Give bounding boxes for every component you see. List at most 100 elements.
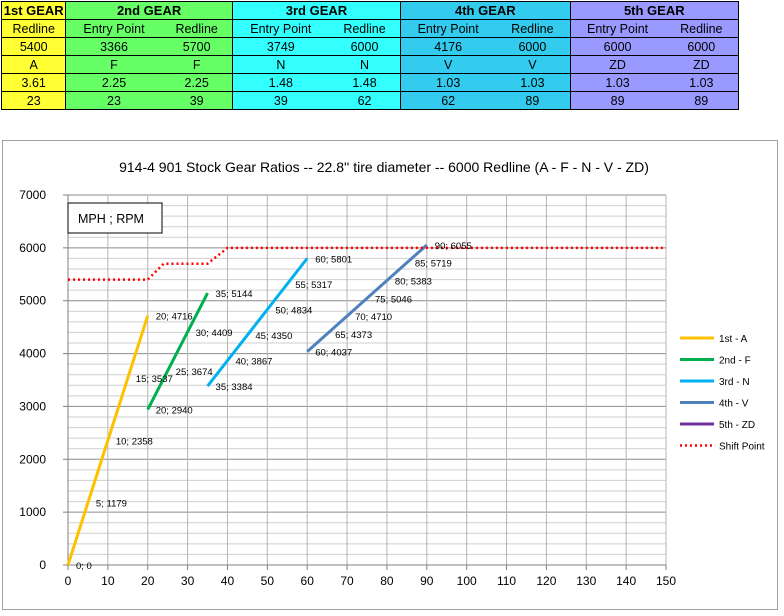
data-label: 20; 4716 bbox=[156, 312, 193, 323]
gear-cell: 4176 bbox=[400, 37, 496, 56]
data-label: 35; 5144 bbox=[216, 289, 253, 300]
gear-cell: 6000 bbox=[569, 37, 665, 56]
data-label: 80; 5383 bbox=[395, 276, 432, 287]
series-line bbox=[306, 243, 428, 353]
gear-cell: 3366 bbox=[65, 37, 162, 56]
data-label: 85; 5719 bbox=[415, 259, 452, 270]
data-label: 50; 4834 bbox=[275, 305, 312, 316]
gear-cell: Redline bbox=[664, 19, 739, 38]
x-tick-label: 100 bbox=[457, 574, 477, 588]
data-label: 60; 5801 bbox=[315, 254, 352, 265]
gear-cell: 89 bbox=[569, 91, 665, 110]
gear-cell: N bbox=[231, 55, 329, 74]
y-tick-label: 2000 bbox=[19, 452, 46, 466]
y-tick-label: 6000 bbox=[19, 241, 46, 255]
annotation-text: MPH ; RPM bbox=[78, 212, 144, 226]
gear-cell: Redline bbox=[161, 19, 233, 38]
gear-cell: Redline bbox=[328, 19, 402, 38]
chart-series bbox=[66, 243, 666, 566]
legend-label: 3rd - N bbox=[719, 377, 750, 388]
gear-cell: 3749 bbox=[231, 37, 329, 56]
gear-header: 1st GEAR bbox=[0, 1, 67, 20]
gear-cell: F bbox=[161, 55, 233, 74]
gear-cell: ZD bbox=[664, 55, 739, 74]
gear-cell: 6000 bbox=[495, 37, 571, 56]
gear-cell: 3.61 bbox=[0, 73, 67, 92]
gear-cell: Entry Point bbox=[569, 19, 665, 38]
chart-title: 914-4 901 Stock Gear Ratios -- 22.8'' ti… bbox=[119, 159, 649, 175]
gear-cell: Entry Point bbox=[65, 19, 162, 38]
data-label: 75; 5046 bbox=[375, 294, 412, 305]
chart-data-labels: 0; 0 5; 1179 10; 2358 15; 3537 20; 4716 20; 2… bbox=[76, 241, 472, 572]
legend-label: 1st - A bbox=[719, 334, 748, 345]
x-tick-label: 80 bbox=[380, 574, 394, 588]
data-label: 90; 6055 bbox=[435, 241, 472, 252]
x-tick-label: 60 bbox=[301, 574, 315, 588]
gear-header: 5th GEAR bbox=[569, 1, 740, 20]
y-tick-label: 1000 bbox=[19, 505, 46, 519]
gear-cell: 6000 bbox=[328, 37, 402, 56]
gear-cell: 1.03 bbox=[569, 73, 665, 92]
data-label: 10; 2358 bbox=[116, 436, 153, 447]
data-label: 35; 3384 bbox=[216, 382, 253, 393]
y-tick-label: 4000 bbox=[19, 347, 46, 361]
chart-legend: 1st - A 2nd - F 3rd - N 4th - V 5th - ZD Shif… bbox=[680, 334, 765, 453]
y-tick-label: 7000 bbox=[19, 188, 46, 202]
x-tick-label: 110 bbox=[497, 574, 516, 588]
gear-cell: A bbox=[0, 55, 67, 74]
data-label: 20; 2940 bbox=[156, 406, 193, 417]
x-tick-label: 150 bbox=[656, 574, 676, 588]
gear-cell: Entry Point bbox=[231, 19, 329, 38]
x-tick-label: 10 bbox=[101, 574, 115, 588]
x-tick-label: 90 bbox=[420, 574, 434, 588]
gear-cell: 62 bbox=[400, 91, 496, 110]
gear-cell: 5700 bbox=[161, 37, 233, 56]
gear-header: 3rd GEAR bbox=[231, 1, 402, 20]
gear-cell: 2.25 bbox=[161, 73, 233, 92]
x-tick-label: 40 bbox=[221, 574, 235, 588]
x-tick-label: 50 bbox=[261, 574, 275, 588]
data-label: 60; 4037 bbox=[315, 348, 352, 359]
gear-cell: 1.03 bbox=[664, 73, 739, 92]
legend-label: Shift Point bbox=[719, 442, 765, 453]
legend-label: 5th - ZD bbox=[719, 420, 755, 431]
series-line bbox=[68, 246, 666, 281]
gear-cell: F bbox=[65, 55, 162, 74]
data-label: 15; 3537 bbox=[136, 374, 173, 385]
data-label: 55; 5317 bbox=[295, 280, 332, 291]
x-tick-label: 120 bbox=[536, 574, 556, 588]
x-tick-label: 30 bbox=[181, 574, 195, 588]
y-tick-label: 3000 bbox=[19, 399, 46, 413]
gear-cell: ZD bbox=[569, 55, 665, 74]
x-tick-label: 20 bbox=[141, 574, 155, 588]
gear-cell: V bbox=[495, 55, 571, 74]
legend-label: 2nd - F bbox=[719, 356, 751, 367]
gear-header: 4th GEAR bbox=[400, 1, 571, 20]
data-label: 40; 3867 bbox=[235, 357, 272, 368]
gear-cell: 39 bbox=[161, 91, 233, 110]
gear-cell: 89 bbox=[495, 91, 571, 110]
gear-header: 2nd GEAR bbox=[65, 1, 233, 20]
gear-cell: 23 bbox=[0, 91, 67, 110]
x-tick-label: 140 bbox=[616, 574, 636, 588]
annotation-box: MPH ; RPM bbox=[67, 202, 163, 234]
chart-axes: 0 10 20 30 40 50 60 70 80 90 100 110 120 130 140 150 0 10… bbox=[19, 188, 676, 588]
legend-label: 4th - V bbox=[719, 399, 749, 410]
series-line bbox=[66, 315, 150, 566]
gear-ratio-table: 1st GEAR 2nd GEAR 3rd GEAR 4th GEAR 5th GEAR… bbox=[0, 1, 740, 110]
gear-cell: V bbox=[400, 55, 496, 74]
gear-cell: 5400 bbox=[0, 37, 67, 56]
gear-cell: 6000 bbox=[664, 37, 739, 56]
x-tick-label: 130 bbox=[576, 574, 596, 588]
gear-cell: 39 bbox=[231, 91, 329, 110]
gear-cell: 1.48 bbox=[231, 73, 329, 92]
x-tick-label: 0 bbox=[65, 574, 72, 588]
gear-cell: 2.25 bbox=[65, 73, 162, 92]
gear-ratio-chart: 914-4 901 Stock Gear Ratios -- 22.8'' ti… bbox=[2, 140, 778, 610]
data-label: 65; 4373 bbox=[335, 330, 372, 341]
gear-cell: 1.03 bbox=[495, 73, 571, 92]
gear-cell: 1.48 bbox=[328, 73, 402, 92]
gear-cell: N bbox=[328, 55, 402, 74]
x-tick-label: 70 bbox=[340, 574, 354, 588]
series-line bbox=[146, 292, 209, 411]
